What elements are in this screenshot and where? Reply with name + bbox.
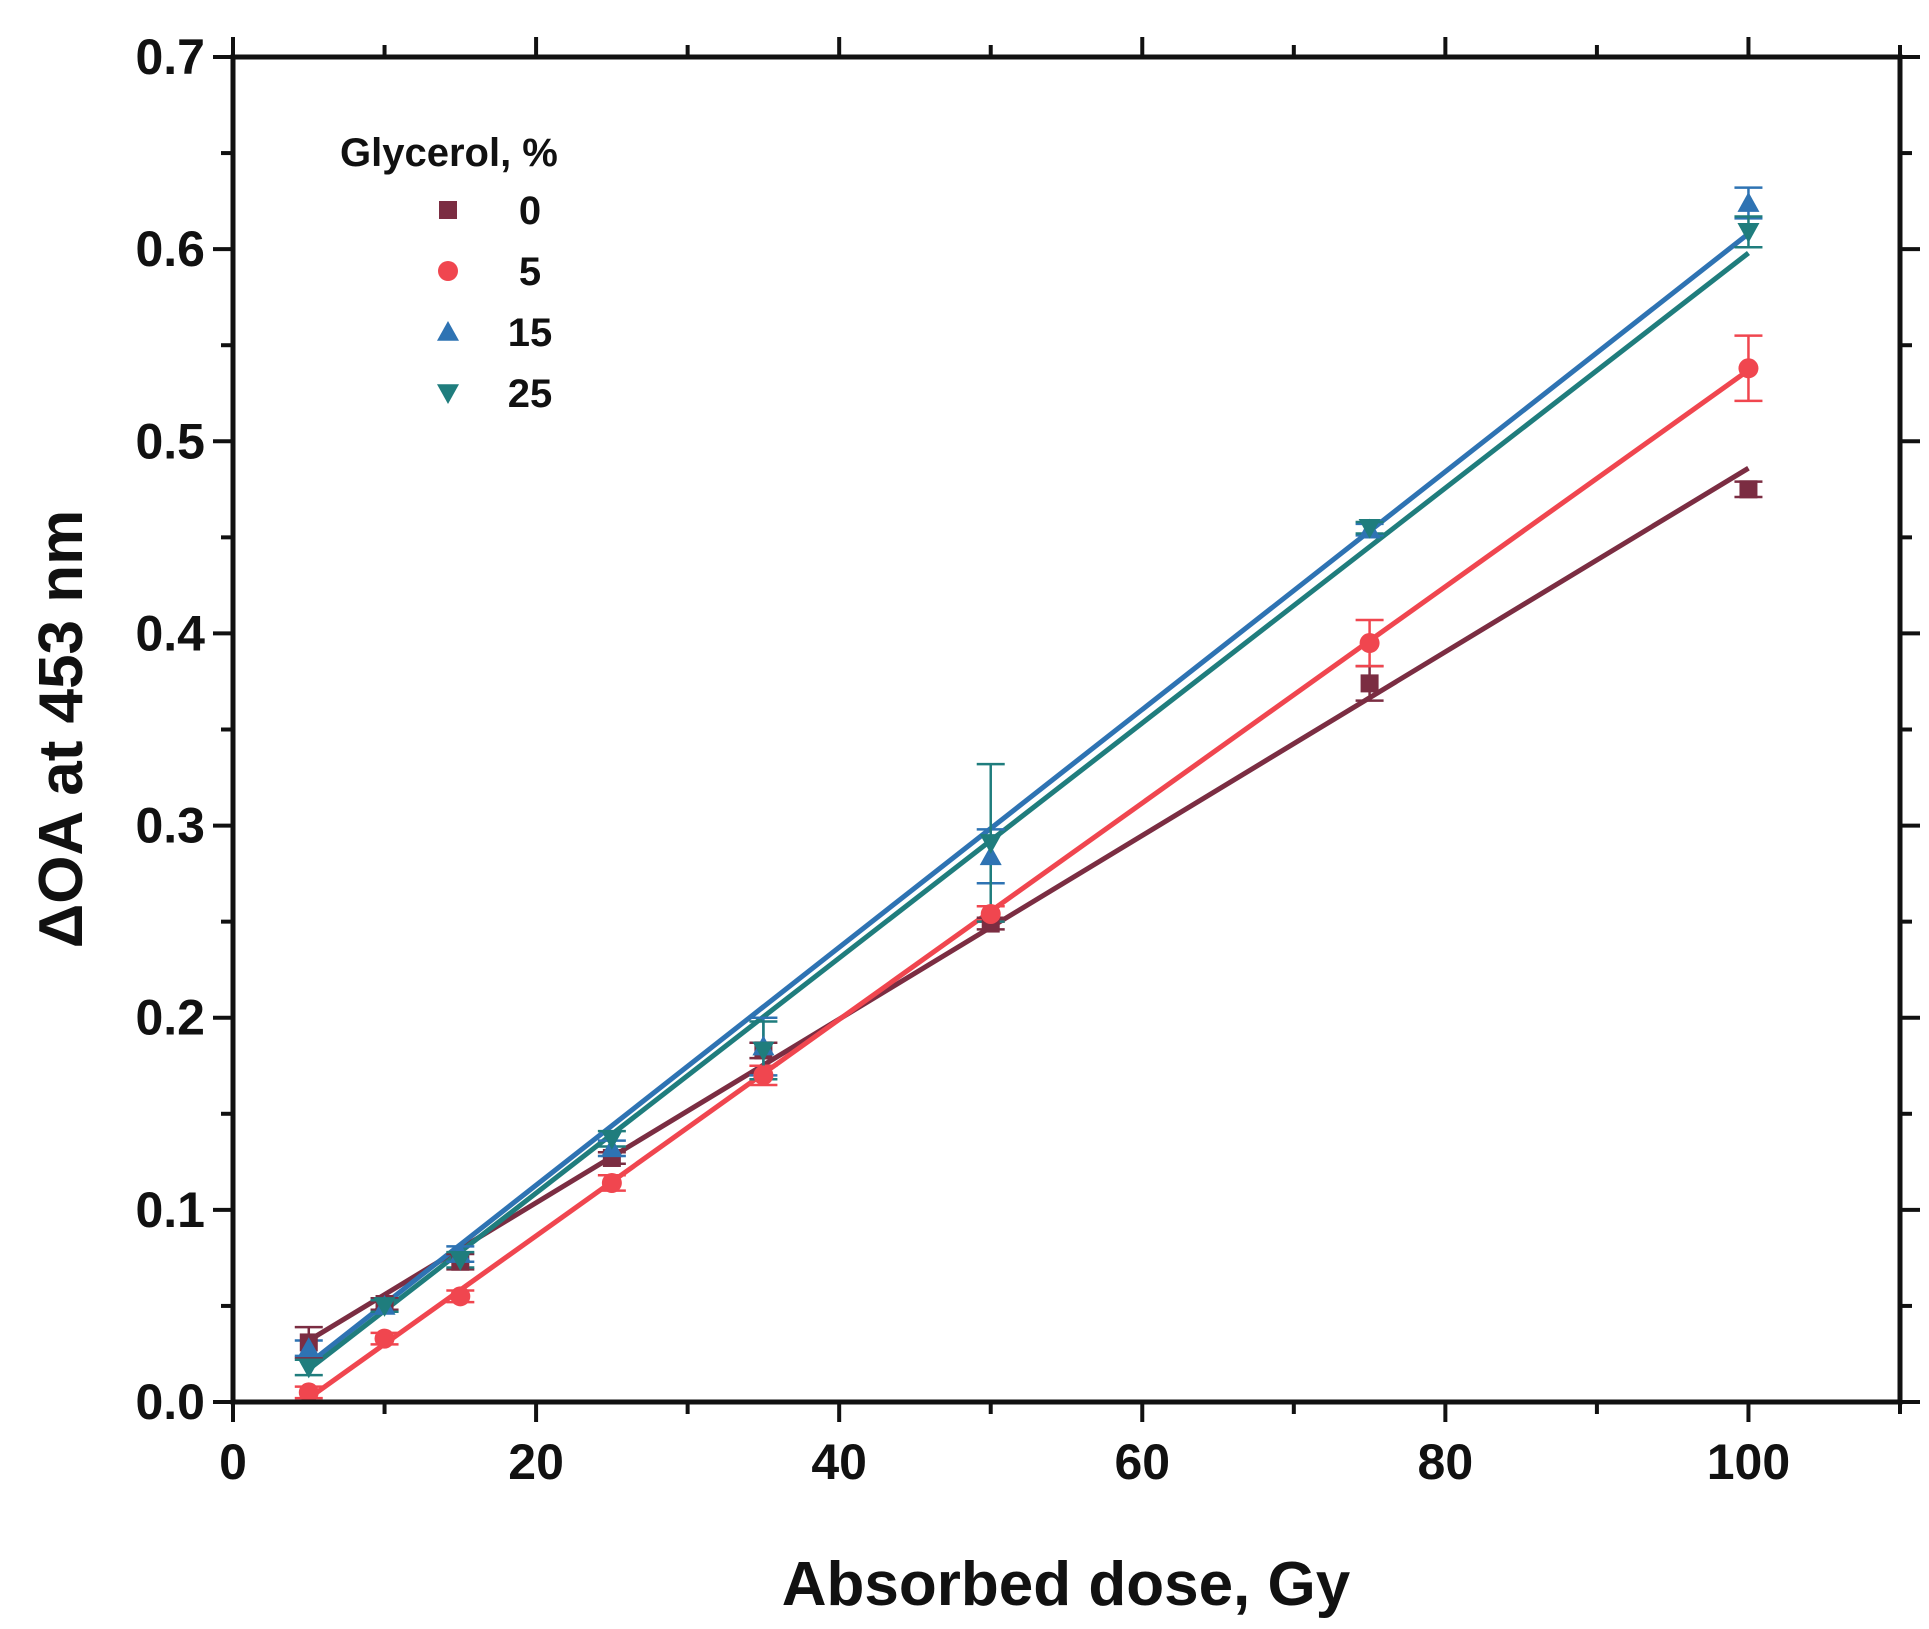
x-tick-label: 80: [1418, 1434, 1474, 1490]
series-25-point: [449, 1251, 472, 1271]
y-tick-label: 0.2: [135, 990, 205, 1046]
tick-labels: 0 20 40 60 80 100 0.0 0.1 0.2 0.3 0.4 0.5 0.6 0.7: [135, 29, 1790, 1490]
legend-marker-5: [438, 261, 458, 281]
series-25-point: [600, 1129, 623, 1150]
y-tick-label: 0.5: [135, 413, 205, 469]
y-tick-label: 0.3: [135, 798, 205, 854]
x-axis-title: Absorbed dose, Gy: [782, 1550, 1351, 1619]
series-5-point: [450, 1286, 471, 1307]
series-5-point: [753, 1065, 774, 1086]
legend-label-25: 25: [508, 372, 553, 416]
series-25-point: [373, 1297, 396, 1317]
legend-marker-25: [437, 384, 459, 404]
legend-title: Glycerol, %: [340, 131, 558, 175]
series-25-point: [752, 1041, 775, 1062]
series-5-point: [298, 1382, 319, 1403]
series-5-fit-line: [307, 368, 1750, 1401]
y-tick-label: 0.7: [135, 29, 205, 85]
y-tick-label: 0.4: [135, 605, 205, 661]
legend-marker-0: [439, 201, 457, 219]
series-5-point: [1738, 358, 1759, 379]
y-tick-label: 0.1: [135, 1182, 205, 1238]
legend-label-0: 0: [519, 189, 541, 233]
series-25-fit-line: [307, 251, 1750, 1372]
legend-label-5: 5: [519, 250, 541, 294]
series-0-point: [1360, 674, 1379, 693]
series-25-point: [297, 1358, 320, 1379]
x-tick-label: 60: [1114, 1434, 1170, 1490]
axis-ticks: [213, 37, 1920, 1422]
series-5-point: [374, 1328, 395, 1349]
series-5-point: [980, 903, 1001, 924]
series-0-fit-line: [307, 466, 1750, 1343]
series-0-point: [1739, 480, 1758, 499]
x-tick-label: 20: [508, 1434, 564, 1490]
legend-marker-15: [437, 321, 459, 341]
x-tick-label: 40: [811, 1434, 867, 1490]
x-tick-label: 0: [219, 1434, 247, 1490]
series-5-point: [1359, 633, 1380, 654]
fit-lines: [307, 231, 1750, 1401]
data-points: [297, 192, 1760, 1403]
y-axis-title: ΔOA at 453 nm: [27, 510, 96, 949]
series-5-point: [601, 1172, 622, 1193]
series-15-fit-line: [307, 231, 1750, 1366]
legend-label-15: 15: [508, 311, 553, 355]
x-tick-label: 100: [1707, 1434, 1790, 1490]
legend: Glycerol, % 0 5 15 25: [340, 131, 558, 416]
series-15-point: [979, 845, 1002, 866]
series-15-point: [1737, 192, 1760, 212]
series-25-point: [1737, 223, 1760, 243]
series-15-point: [297, 1337, 320, 1357]
plot-frame: [230, 54, 1903, 1405]
y-tick-label: 0.0: [135, 1374, 205, 1430]
series-25-point: [1358, 518, 1381, 539]
y-tick-label: 0.6: [135, 221, 205, 277]
series-25-point: [979, 834, 1002, 854]
